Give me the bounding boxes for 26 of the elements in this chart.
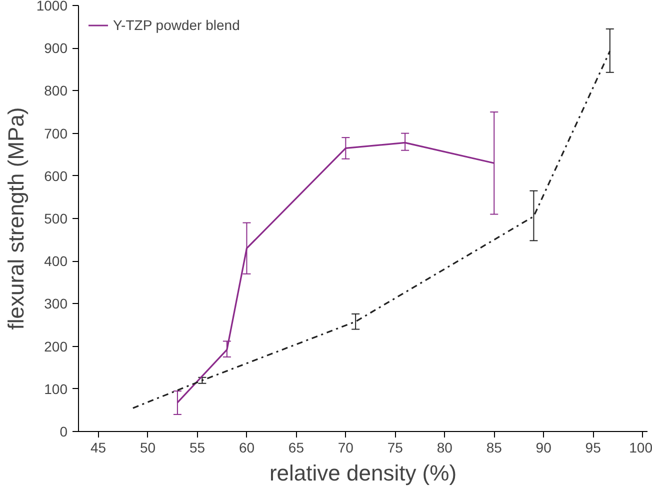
y-tick-label: 200 bbox=[44, 338, 68, 354]
x-tick-label: 65 bbox=[288, 440, 304, 456]
x-tick-label: 90 bbox=[536, 440, 552, 456]
y-tick-label: 500 bbox=[44, 210, 68, 226]
y-tick-label: 0 bbox=[60, 424, 68, 440]
x-tick-label: 75 bbox=[387, 440, 404, 456]
y-tick-label: 900 bbox=[44, 40, 68, 56]
y-tick-label: 1000 bbox=[36, 0, 68, 14]
x-tick-label: 60 bbox=[238, 440, 255, 456]
x-tick-label: 100 bbox=[629, 440, 652, 456]
y-tick-label: 400 bbox=[44, 253, 68, 270]
x-tick-label: 85 bbox=[486, 440, 502, 456]
legend-label: Y-TZP powder blend bbox=[113, 17, 240, 33]
y-tick-label: 300 bbox=[44, 296, 68, 312]
x-axis-title: relative density (%) bbox=[269, 460, 457, 486]
x-tick-label: 70 bbox=[338, 440, 354, 456]
x-tick-label: 55 bbox=[189, 440, 206, 456]
y-tick-label: 800 bbox=[44, 82, 68, 99]
y-tick-label: 600 bbox=[44, 168, 68, 184]
x-tick-label: 50 bbox=[140, 440, 156, 456]
x-tick-label: 95 bbox=[585, 440, 602, 456]
y-tick-label: 700 bbox=[44, 125, 68, 142]
x-tick-label: 45 bbox=[90, 440, 106, 456]
x-tick-label: 80 bbox=[436, 440, 453, 456]
y-axis-title: flexural strength (MPa) bbox=[3, 107, 28, 330]
y-tick-label: 100 bbox=[44, 380, 68, 397]
